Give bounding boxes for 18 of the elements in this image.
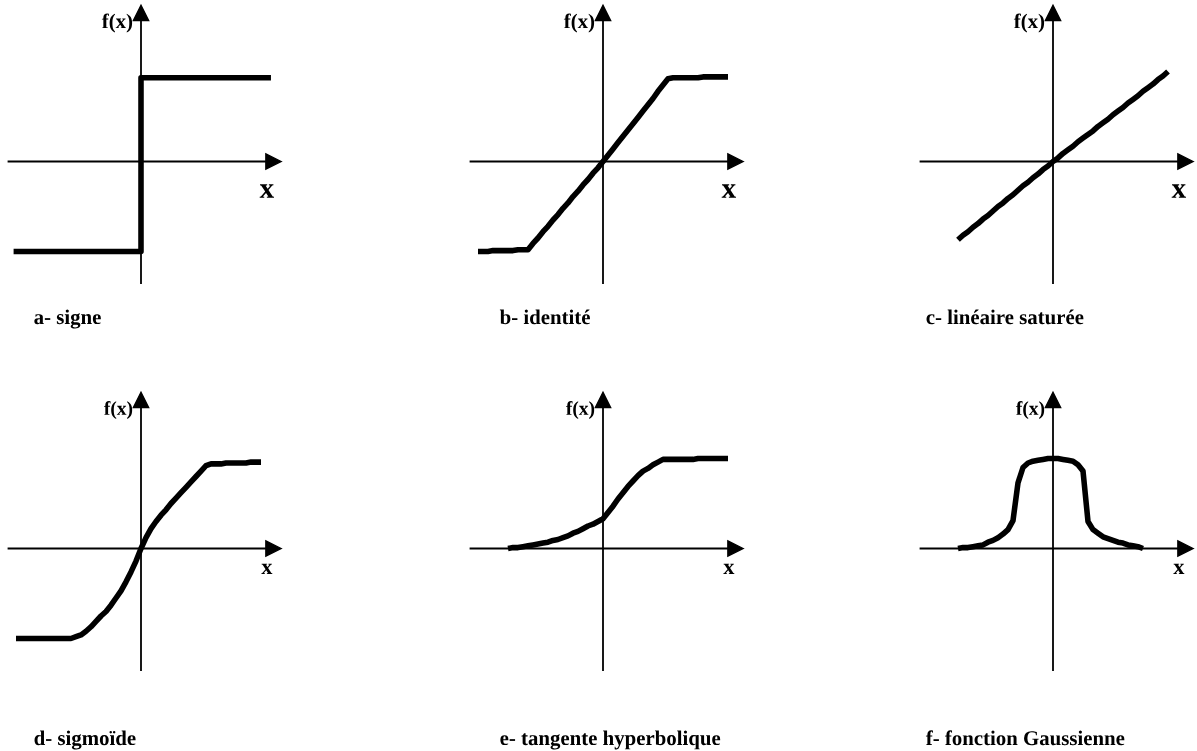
x-axis-title: x bbox=[723, 563, 735, 574]
x-axis-title: x bbox=[259, 184, 275, 198]
x-axis-title: x bbox=[1171, 184, 1187, 198]
y-axis-title: f(x) bbox=[566, 401, 595, 419]
text: f- fonction Gaussienne bbox=[925, 730, 1125, 746]
text: b- identité bbox=[499, 309, 590, 325]
y-axis-title: f(x) bbox=[101, 13, 133, 33]
y-axis-title: f(x) bbox=[1016, 401, 1045, 419]
y-axis-title: f(x) bbox=[104, 401, 133, 419]
text: c- linéaire saturée bbox=[926, 309, 1084, 325]
text: e- tangente hyperbolique bbox=[500, 730, 721, 750]
x-axis-title: x bbox=[261, 563, 273, 574]
text: a- signe bbox=[34, 309, 101, 329]
x-axis-title: x bbox=[1173, 563, 1185, 574]
y-axis-title: f(x) bbox=[563, 13, 595, 33]
y-axis-title: f(x) bbox=[1013, 13, 1045, 33]
text: d- sigmoïde bbox=[34, 730, 136, 750]
x-axis-title: x bbox=[721, 184, 737, 198]
